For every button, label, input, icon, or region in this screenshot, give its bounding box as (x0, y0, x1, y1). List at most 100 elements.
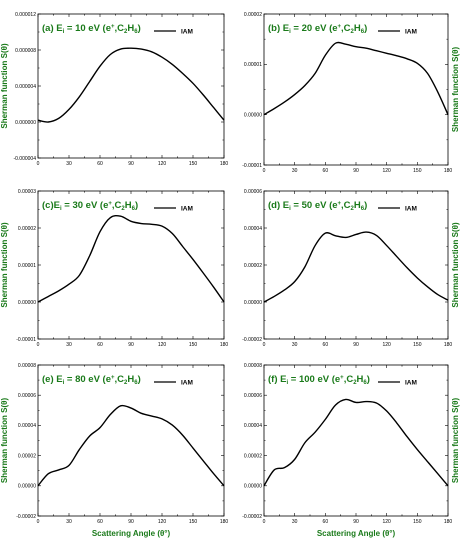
panel-title: (a) Ei = 10 eV (e+,C2H6) (42, 23, 141, 35)
y-axis-label: Sherman function S(θ) (0, 398, 9, 484)
y-axis-label: Sherman function S(θ) (0, 43, 9, 129)
x-tick-label: 150 (189, 342, 198, 348)
y-tick-label: -0.000004 (13, 156, 36, 162)
chart-panel-6: 0 30 60 90 120 150 180 -0.00002 0.00000 0.00002 0.… (242, 363, 460, 525)
x-tick-label: 90 (128, 342, 134, 348)
legend-label: IAM (181, 28, 193, 35)
y-tick-label: -0.00001 (16, 337, 36, 343)
series-line-iam (37, 47, 225, 123)
chart-panel-5: 0 30 60 90 120 150 180 -0.00002 0.00000 0.00002 0.… (0, 363, 228, 525)
y-tick-label: 0.00004 (244, 423, 262, 429)
y-tick-label: 0.00002 (18, 226, 36, 232)
x-tick-label: 30 (292, 168, 298, 174)
y-tick-label: -0.00001 (242, 163, 262, 169)
x-tick-label: 90 (128, 519, 134, 525)
x-tick-label: 180 (220, 519, 229, 525)
x-tick-label: 60 (323, 168, 329, 174)
x-tick-label: 60 (323, 519, 329, 525)
panel-title: (e) Ei = 80 eV (e+,C2H6) (42, 374, 141, 386)
plot-frame (263, 190, 449, 340)
plot-frame (37, 364, 225, 517)
x-tick-label: 150 (189, 161, 198, 167)
x-tick-label: 150 (413, 519, 422, 525)
y-tick-label: 0.00002 (18, 453, 36, 459)
panel-title: (d) Ei = 50 eV (e+,C2H6) (268, 200, 367, 212)
y-tick-label: 0.00000 (18, 300, 36, 306)
y-tick-label: -0.00002 (16, 514, 36, 520)
chart-panel-3: 0 30 60 90 120 150 180 -0.00001 0.00000 0.00001 0.… (0, 189, 228, 348)
x-tick-label: 180 (444, 168, 453, 174)
series-line-iam (37, 214, 225, 303)
y-tick-label: 0.00001 (18, 263, 36, 269)
x-tick-label: 0 (37, 161, 40, 167)
x-tick-label: 120 (382, 519, 391, 525)
chart-panel-1: 0 30 60 90 120 150 180 -0.000004 0.000000 0.00000… (0, 12, 228, 167)
x-axis-label-left: Scattering Angle (θ°) (92, 529, 171, 538)
y-tick-label: 0.00000 (244, 300, 262, 306)
x-tick-label: 150 (413, 168, 422, 174)
legend-label: IAM (405, 205, 417, 212)
x-tick-label: 120 (382, 342, 391, 348)
x-tick-label: 60 (97, 519, 103, 525)
x-tick-label: 120 (158, 342, 167, 348)
y-tick-label: 0.00001 (244, 62, 262, 68)
legend-label: IAM (181, 379, 193, 386)
legend-label: IAM (181, 205, 193, 212)
series-line-iam (263, 41, 449, 116)
plot-frame (263, 13, 449, 166)
y-tick-label: 0.00002 (244, 12, 262, 18)
y-tick-label: -0.00002 (242, 337, 262, 343)
y-tick-label: 0.00000 (244, 484, 262, 490)
y-tick-label: 0.00008 (244, 363, 262, 369)
x-tick-label: 60 (323, 342, 329, 348)
x-tick-label: 90 (353, 342, 359, 348)
y-axis-label: Sherman function S(θ) (0, 222, 9, 308)
panel-title: (c)Ei = 30 eV (e+,C2H6) (42, 200, 138, 212)
x-tick-label: 0 (263, 519, 266, 525)
series-line-iam (263, 231, 449, 303)
y-tick-label: 0.00000 (18, 484, 36, 490)
plot-frame (263, 364, 449, 517)
x-tick-label: 150 (189, 519, 198, 525)
y-tick-label: 0.00003 (18, 189, 36, 195)
y-tick-label: 0.00006 (18, 393, 36, 399)
y-axis-label: Sherman function S(θ) (451, 47, 460, 133)
y-axis-label: Sherman function S(θ) (451, 398, 460, 484)
y-tick-label: 0.000012 (15, 12, 36, 18)
series-line-iam (37, 404, 225, 487)
y-tick-label: 0.00006 (244, 393, 262, 399)
y-tick-label: 0.000000 (15, 120, 36, 126)
x-tick-label: 30 (66, 519, 72, 525)
y-tick-label: 0.00006 (244, 189, 262, 195)
chart-panel-2: 0 30 60 90 120 150 180 -0.00001 0.00000 0.00001 0.… (242, 12, 460, 174)
y-tick-label: 0.00004 (18, 423, 36, 429)
plot-frame (37, 190, 225, 340)
legend-label: IAM (405, 28, 417, 35)
x-tick-label: 180 (444, 342, 453, 348)
x-tick-label: 180 (220, 342, 229, 348)
legend-label: IAM (405, 379, 417, 386)
x-tick-label: 90 (353, 168, 359, 174)
y-axis-label: Sherman function S(θ) (451, 222, 460, 308)
panel-title: (f) Ei = 100 eV (e+,C2H6) (268, 374, 370, 386)
x-tick-label: 60 (97, 161, 103, 167)
x-tick-label: 30 (292, 342, 298, 348)
x-axis-label-right: Scattering Angle (θ°) (317, 529, 396, 538)
y-tick-label: 0.000008 (15, 48, 36, 54)
x-tick-label: 120 (382, 168, 391, 174)
y-tick-label: 0.00002 (244, 453, 262, 459)
y-tick-label: 0.000004 (15, 84, 36, 90)
x-tick-label: 0 (37, 519, 40, 525)
x-tick-label: 30 (66, 161, 72, 167)
x-tick-label: 90 (128, 161, 134, 167)
x-tick-label: 180 (220, 161, 229, 167)
x-tick-label: 120 (158, 161, 167, 167)
panel-title: (b) Ei = 20 eV (e+,C2H6) (268, 23, 367, 35)
y-tick-label: -0.00002 (242, 514, 262, 520)
y-tick-label: 0.00004 (244, 226, 262, 232)
x-tick-label: 120 (158, 519, 167, 525)
x-tick-label: 90 (353, 519, 359, 525)
y-tick-label: 0.00000 (244, 112, 262, 118)
x-tick-label: 0 (263, 342, 266, 348)
